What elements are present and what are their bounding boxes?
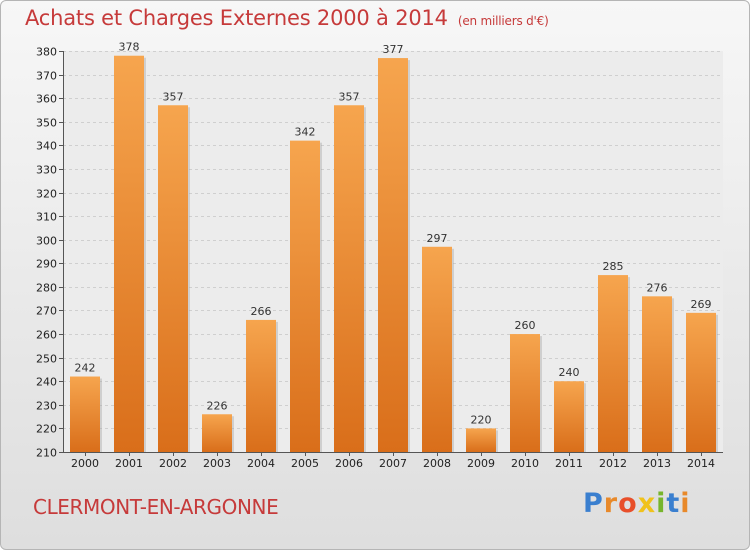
x-tick-label: 2013 [643,457,671,470]
x-tick-label: 2004 [247,457,275,470]
bar-2002 [158,105,188,453]
bar-2006 [334,105,364,453]
x-tick-label: 2010 [511,457,539,470]
y-tick-label: 270 [36,305,57,318]
logo-letter: t [666,488,681,519]
x-tick-label: 2012 [599,457,627,470]
proxiti-logo: Proxiti [583,488,691,519]
chart-title: Achats et Charges Externes 2000 à 2014 (e… [25,6,549,30]
x-tick-label: 2014 [687,457,715,470]
y-tick-label: 370 [36,70,57,83]
y-tick-label: 260 [36,329,57,342]
value-label: 240 [559,366,580,379]
x-tick-label: 2009 [467,457,495,470]
chart-title-text: Achats et Charges Externes 2000 à 2014 [25,6,448,30]
x-tick-label: 2008 [423,457,451,470]
chart-unit: (en milliers d'€) [457,14,549,28]
value-label: 357 [339,90,360,103]
x-tick-label: 2005 [291,457,319,470]
bar-2013 [642,296,672,452]
value-label: 276 [647,281,668,294]
bar-2000 [70,376,100,452]
bars [70,55,718,453]
y-tick-label: 310 [36,211,57,224]
value-label: 226 [207,399,228,412]
logo-letter: P [583,488,604,519]
value-label: 342 [295,126,316,139]
y-tick-label: 290 [36,258,57,271]
y-tick-label: 380 [36,46,57,59]
value-label: 378 [119,41,140,54]
y-tick-label: 210 [36,447,57,460]
logo-letter: r [603,488,619,519]
x-tick-label: 2007 [379,457,407,470]
bar-2012 [598,275,628,452]
bar-2003 [202,414,232,452]
y-tick-label: 350 [36,117,57,130]
bar-2008 [422,246,452,452]
x-tick-label: 2011 [555,457,583,470]
logo-letter: i [680,488,691,519]
value-label: 260 [515,319,536,332]
y-tick-label: 340 [36,140,57,153]
bar-2010 [510,334,540,452]
value-labels: 242 378 357 226 266 342 357 377 297 220 260 240 285 2… [75,41,712,427]
y-tick-label: 360 [36,93,57,106]
y-tick-label: 250 [36,353,57,366]
y-tick-label: 220 [36,423,57,436]
bar-2009 [466,428,496,452]
bar-2001 [114,55,144,452]
value-label: 269 [691,298,712,311]
logo-letter: o [618,488,638,519]
value-label: 297 [427,232,448,245]
y-tick-label: 230 [36,400,57,413]
y-tick-label: 300 [36,235,57,248]
value-label: 285 [603,260,624,273]
value-label: 357 [163,90,184,103]
x-tick-label: 2002 [159,457,187,470]
commune-name: CLERMONT-EN-ARGONNE [33,495,279,519]
x-tick-label: 2003 [203,457,231,470]
axes: 210 220 230 240 250 260 270 280 290 300 310 320 330 3… [36,46,723,470]
bar-2011 [554,381,584,452]
value-label: 220 [471,413,492,426]
value-label: 242 [75,362,96,375]
logo-letter: x [637,488,657,519]
bar-2005 [290,140,320,452]
value-label: 266 [251,305,272,318]
x-tick-label: 2000 [71,457,99,470]
value-label: 377 [383,43,404,56]
y-tick-label: 320 [36,188,57,201]
x-tick-label: 2006 [335,457,363,470]
bar-2004 [246,319,276,452]
bar-2007 [378,58,408,452]
bar-2014 [686,312,716,452]
y-tick-label: 330 [36,164,57,177]
y-tick-label: 280 [36,282,57,295]
y-tick-label: 240 [36,376,57,389]
logo-letter: i [656,488,667,519]
x-tick-label: 2001 [115,457,143,470]
